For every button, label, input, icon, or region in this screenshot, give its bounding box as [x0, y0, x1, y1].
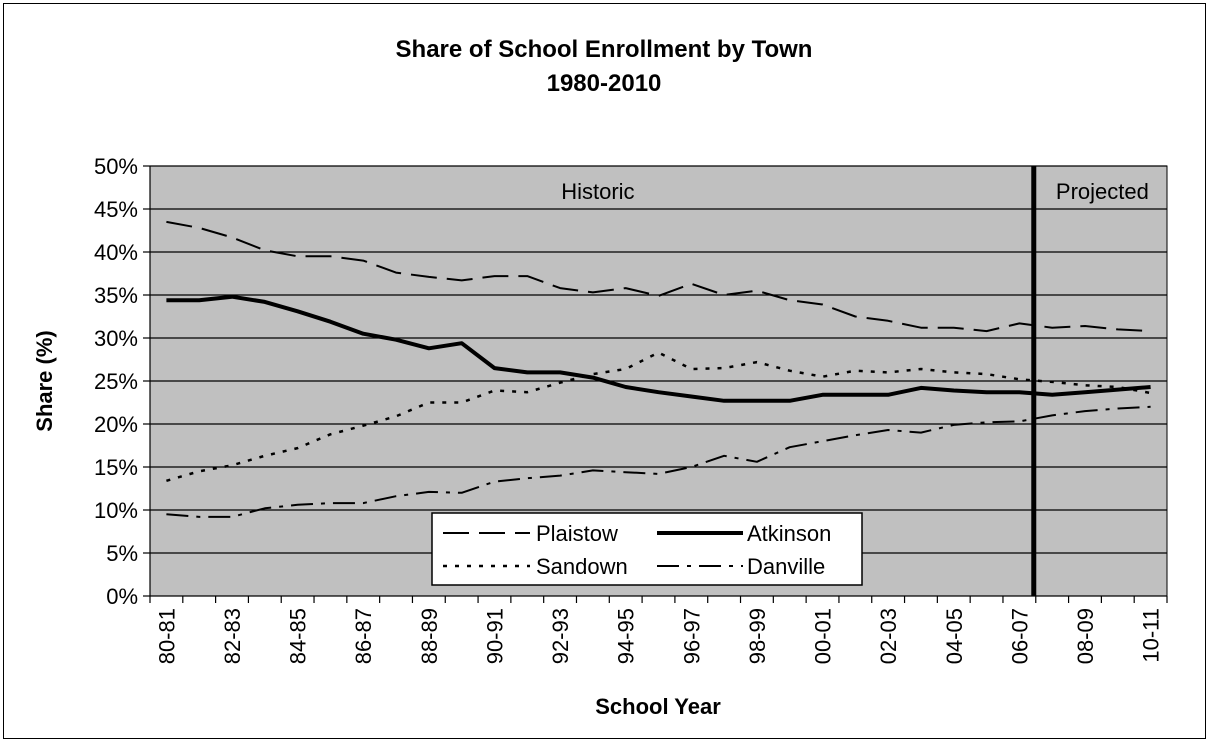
x-tick-label: 00-01 — [811, 608, 836, 664]
chart-title: Share of School Enrollment by Town — [396, 36, 813, 63]
x-tick-label: 06-07 — [1007, 608, 1032, 664]
legend-label-danville: Danville — [747, 554, 825, 579]
x-tick-label: 02-03 — [876, 608, 901, 664]
x-tick-label: 94-95 — [614, 608, 639, 664]
legend-box — [431, 512, 863, 586]
y-axis-title: Share (%) — [32, 330, 57, 431]
x-tick-label: 92-93 — [548, 608, 573, 664]
x-tick-label: 80-81 — [154, 608, 179, 664]
y-tick-labels: 0% 5% 10% 15% 20% 25% 30% 35% 40% 45% 50% — [94, 154, 138, 609]
region-label-projected: Projected — [1056, 179, 1149, 204]
x-tick-label: 86-87 — [351, 608, 376, 664]
y-tick-label: 20% — [94, 412, 138, 437]
x-tick-label: 08-09 — [1073, 608, 1098, 664]
legend-label-atkinson: Atkinson — [747, 521, 831, 546]
series-lines — [166, 220, 1151, 518]
axes — [143, 165, 1168, 603]
x-tick-label: 90-91 — [482, 608, 507, 664]
chart-subtitle: 1980-2010 — [547, 70, 662, 97]
legend-label-plaistow: Plaistow — [536, 521, 618, 546]
x-tick-labels: 80-81 82-83 84-85 86-87 88-89 90-91 92-93 94-95… — [154, 608, 1163, 664]
y-tick-label: 30% — [94, 326, 138, 351]
y-tick-label: 15% — [94, 455, 138, 480]
legend: Plaistow Atkinson Sandown Danville — [431, 512, 863, 586]
series-line-plaistow — [166, 220, 1151, 333]
gridlines — [150, 165, 1167, 554]
legend-label-sandown: Sandown — [536, 554, 628, 579]
x-tick-label: 82-83 — [220, 608, 245, 664]
series-line-atkinson — [166, 294, 1151, 403]
y-tick-label: 25% — [94, 369, 138, 394]
region-labels: Historic Projected — [561, 166, 1149, 596]
y-tick-label: 40% — [94, 240, 138, 265]
y-tick-label: 45% — [94, 197, 138, 222]
x-tick-label: 10-11 — [1139, 608, 1164, 663]
x-tick-label: 96-97 — [679, 608, 704, 664]
x-axis-title: School Year — [595, 694, 721, 719]
y-tick-label: 10% — [94, 498, 138, 523]
y-tick-label: 0% — [106, 584, 138, 609]
series-line-sandown — [166, 351, 1151, 483]
x-tick-label: 88-89 — [417, 608, 442, 664]
y-tick-label: 5% — [106, 541, 138, 566]
x-tick-label: 84-85 — [286, 608, 311, 664]
x-tick-label: 04-05 — [942, 608, 967, 664]
x-tick-label: 98-99 — [745, 608, 770, 664]
region-label-historic: Historic — [561, 179, 634, 204]
y-tick-label: 35% — [94, 283, 138, 308]
y-tick-label: 50% — [94, 154, 138, 179]
